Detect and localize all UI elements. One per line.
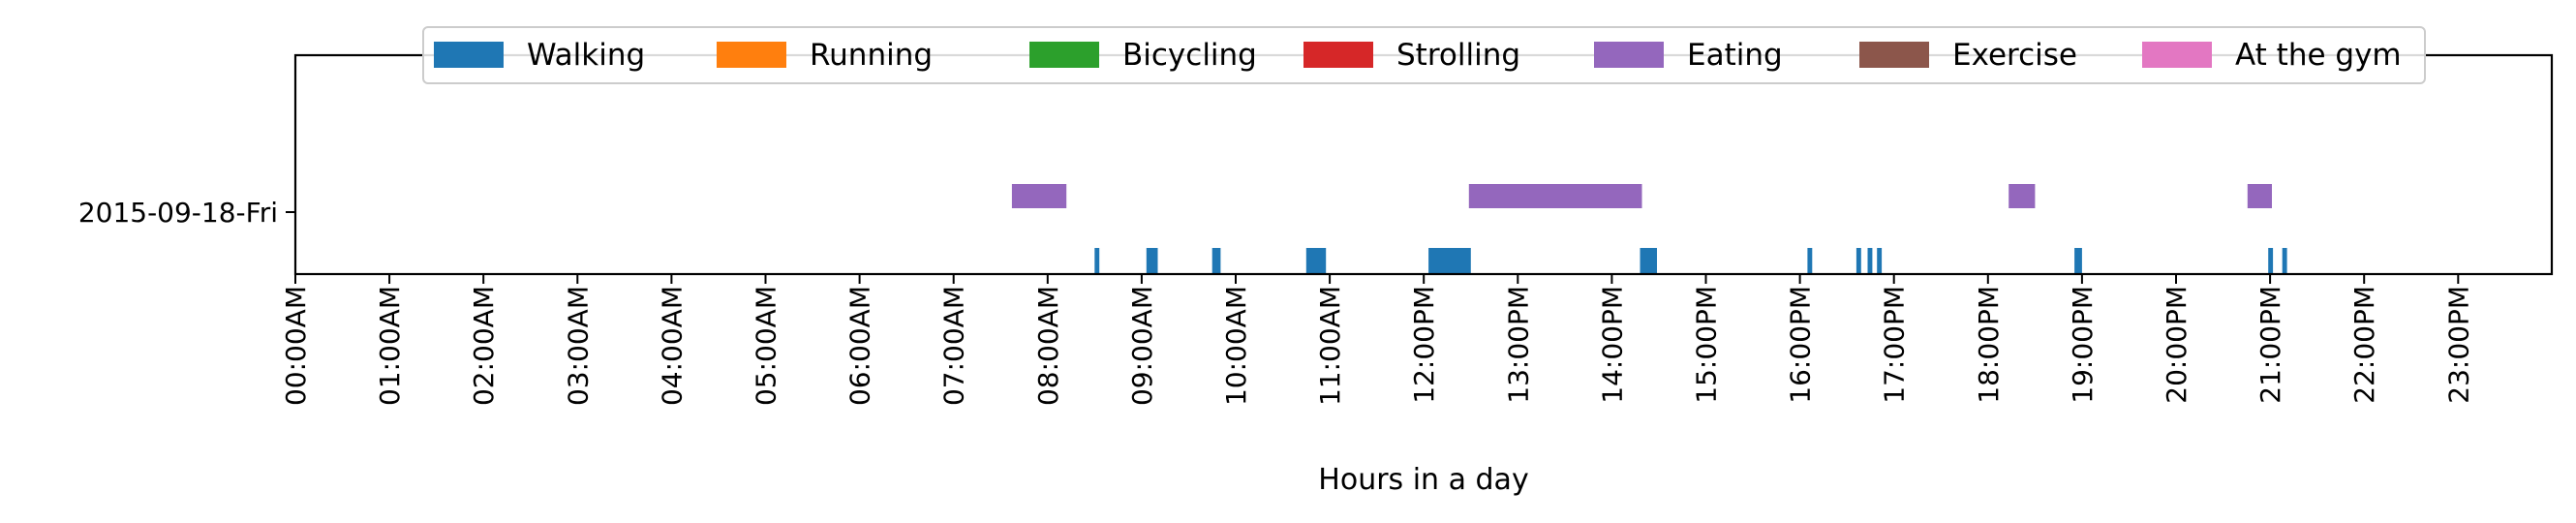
segment-walking — [1855, 248, 1861, 273]
segment-walking — [1877, 248, 1883, 273]
x-tick-label: 19:00PM — [2067, 286, 2099, 404]
y-tick-label: 2015-09-18-Fri — [78, 197, 278, 229]
legend-swatch-exercise — [1859, 42, 1929, 68]
segment-walking — [1640, 248, 1657, 273]
legend-swatch-eating — [1594, 42, 1664, 68]
legend-label: Running — [810, 38, 933, 73]
legend-frame — [422, 26, 2426, 84]
x-axis-label: Hours in a day — [1318, 463, 1528, 497]
x-axis: 00:00AM 01:00AM 02:00AM 03:00AM 04:00AM 05:00… — [280, 274, 2474, 406]
x-tick-label: 12:00PM — [1408, 286, 1440, 404]
x-tick-label: 18:00PM — [1973, 286, 2005, 404]
legend-label: At the gym — [2235, 38, 2402, 73]
segment-eating — [1011, 184, 1067, 208]
x-tick-label: 22:00PM — [2348, 286, 2380, 404]
x-tick-label: 13:00PM — [1502, 286, 1534, 404]
legend-label: Strolling — [1396, 38, 1520, 73]
x-tick-label: 04:00AM — [656, 286, 688, 406]
segment-walking — [1867, 248, 1873, 273]
x-tick-label: 02:00AM — [468, 286, 500, 406]
segment-walking — [1305, 248, 1327, 273]
legend-swatch-at-the-gym — [2142, 42, 2212, 68]
x-tick-label: 23:00PM — [2442, 286, 2474, 404]
x-tick-label: 20:00PM — [2161, 286, 2193, 404]
segment-walking — [1094, 248, 1100, 273]
legend-swatch-running — [717, 42, 786, 68]
x-tick-label: 21:00PM — [2254, 286, 2286, 404]
x-tick-label: 08:00AM — [1032, 286, 1064, 406]
y-axis: 2015-09-18-Fri — [78, 197, 295, 229]
segment-walking — [1428, 248, 1471, 273]
x-tick-label: 03:00AM — [562, 286, 594, 406]
x-tick-label: 11:00AM — [1314, 286, 1346, 406]
x-tick-label: 05:00AM — [751, 286, 782, 406]
x-tick-label: 10:00AM — [1220, 286, 1252, 406]
x-tick-label: 00:00AM — [280, 286, 312, 406]
segment-walking — [1807, 248, 1813, 273]
plot-frame — [293, 53, 2554, 276]
segment-eating — [1468, 184, 1642, 208]
activity-marks — [1011, 184, 2287, 273]
x-tick-label: 14:00PM — [1596, 286, 1628, 404]
x-tick-label: 09:00AM — [1126, 286, 1158, 406]
segment-eating — [2247, 184, 2272, 208]
x-tick-label: 16:00PM — [1785, 286, 1817, 404]
legend-swatch-strolling — [1303, 42, 1373, 68]
segment-walking — [2074, 248, 2082, 273]
segment-walking — [1211, 248, 1221, 273]
legend-label: Bicycling — [1122, 38, 1257, 73]
x-tick-label: 15:00PM — [1691, 286, 1723, 404]
legend-label: Walking — [527, 38, 645, 73]
legend: Walking Running Bicycling Strolling Eating Ex… — [422, 26, 2426, 84]
segment-walking — [2282, 248, 2287, 273]
segment-walking — [2268, 248, 2274, 273]
x-tick-label: 06:00AM — [844, 286, 876, 406]
legend-swatch-walking — [434, 42, 504, 68]
legend-label: Exercise — [1952, 38, 2077, 73]
segment-eating — [2009, 184, 2036, 208]
x-tick-label: 01:00AM — [374, 286, 406, 406]
legend-swatch-bicycling — [1029, 42, 1099, 68]
legend-label: Eating — [1687, 38, 1783, 73]
x-tick-label: 17:00PM — [1879, 286, 1911, 404]
segment-walking — [1146, 248, 1158, 273]
x-tick-label: 07:00AM — [938, 286, 970, 406]
